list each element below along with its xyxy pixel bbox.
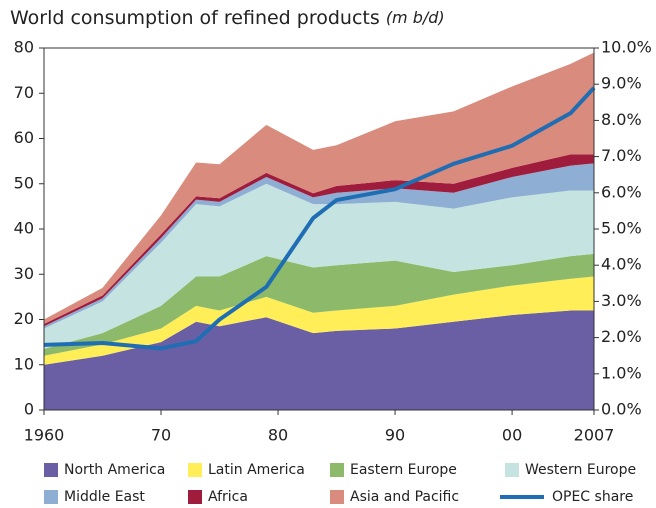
area <box>44 276 594 365</box>
line <box>43 86 596 351</box>
y-tick-label: 60 <box>14 128 34 147</box>
y-tick-label: 0 <box>24 400 34 419</box>
legend-swatch <box>44 463 58 477</box>
y2-tick-label: 10.0% <box>601 38 652 57</box>
area <box>44 310 594 410</box>
title-unit: (m b/d) <box>386 8 445 27</box>
y-tick-label: 80 <box>14 38 34 57</box>
y2-tick-label: 1.0% <box>601 363 642 382</box>
y2-tick-label: 6.0% <box>601 182 642 201</box>
legend-label: Middle East <box>64 489 145 505</box>
legend-label: Africa <box>208 489 248 505</box>
legend-swatch <box>330 463 344 477</box>
y2-tick-label: 3.0% <box>601 291 642 310</box>
legend-label: Western Europe <box>525 462 636 478</box>
area <box>44 52 594 325</box>
legend-label: North America <box>64 462 165 478</box>
area <box>44 154 594 327</box>
legend-swatch <box>44 490 58 504</box>
x-tick-label: 00 <box>502 426 522 445</box>
y2-tick-label: 4.0% <box>601 255 642 274</box>
y-tick-label: 40 <box>14 219 34 238</box>
x-tick-label: 70 <box>151 426 171 445</box>
y-tick-label: 20 <box>14 309 34 328</box>
area <box>44 253 594 356</box>
y-tick-label: 70 <box>14 83 34 102</box>
legend-swatch <box>188 463 202 477</box>
y-tick-label: 50 <box>14 173 34 192</box>
x-tick-label: 80 <box>268 426 288 445</box>
legend-swatch <box>330 490 344 504</box>
x-tick-label: 90 <box>385 426 405 445</box>
legend-label: Latin America <box>208 462 305 478</box>
y2-tick-label: 0.0% <box>601 400 642 419</box>
y2-tick-label: 2.0% <box>601 327 642 346</box>
area <box>44 163 594 329</box>
y2-tick-label: 9.0% <box>601 74 642 93</box>
y-tick-label: 30 <box>14 264 34 283</box>
legend-swatch <box>505 463 519 477</box>
title-text: World consumption of refined products <box>10 7 380 29</box>
legend-label: Eastern Europe <box>350 462 457 478</box>
area <box>44 183 594 349</box>
y2-tick-label: 7.0% <box>601 146 642 165</box>
chart-title: World consumption of refined products (m… <box>10 7 445 29</box>
x-tick-label: 1960 <box>24 426 65 445</box>
x-tick-label: 2007 <box>574 426 615 445</box>
legend-label: Asia and Pacific <box>350 489 459 505</box>
y2-tick-label: 8.0% <box>601 110 642 129</box>
y2-tick-label: 5.0% <box>601 219 642 238</box>
legend-swatch <box>188 490 202 504</box>
y-tick-label: 10 <box>14 354 34 373</box>
legend-label: OPEC share <box>552 489 633 505</box>
